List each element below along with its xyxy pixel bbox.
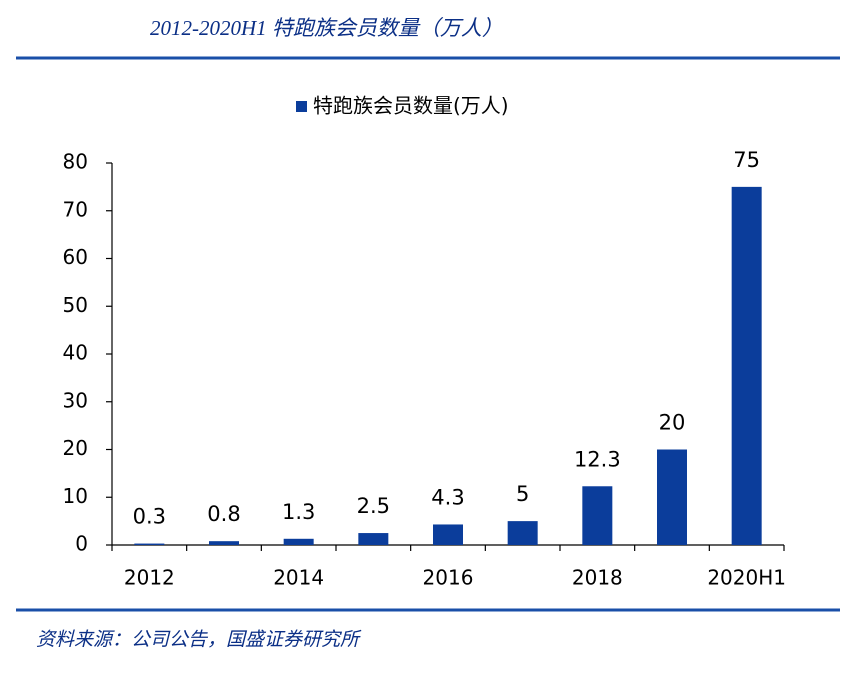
- bar: [358, 533, 389, 545]
- legend-swatch: [296, 101, 307, 112]
- bar: [134, 543, 165, 545]
- x-tick-label: 2012: [124, 566, 175, 590]
- data-label: 75: [733, 148, 760, 172]
- bar: [209, 541, 239, 545]
- bar: [657, 449, 687, 545]
- x-tick-label: 2020H1: [707, 566, 786, 590]
- data-label: 12.3: [574, 447, 621, 471]
- y-tick-label: 20: [63, 436, 88, 460]
- data-label: 20: [659, 411, 686, 435]
- x-tick-label: 2014: [273, 566, 324, 590]
- y-tick-label: 30: [63, 388, 88, 412]
- y-tick-label: 0: [75, 532, 88, 556]
- y-tick-label: 40: [63, 341, 88, 365]
- data-label: 5: [516, 482, 529, 506]
- legend-label: 特跑族会员数量(万人): [313, 94, 509, 118]
- y-tick-label: 80: [63, 150, 88, 174]
- bar: [433, 524, 463, 545]
- x-tick-label: 2018: [572, 566, 623, 590]
- bar: [731, 186, 762, 545]
- data-label: 0.8: [207, 502, 240, 526]
- y-tick-label: 60: [63, 245, 88, 269]
- bar: [582, 486, 613, 545]
- data-label: 2.5: [357, 494, 390, 518]
- x-tick-label: 2016: [423, 566, 474, 590]
- bar: [507, 521, 538, 545]
- y-tick-label: 50: [63, 293, 88, 317]
- y-tick-label: 10: [63, 484, 88, 508]
- data-label: 1.3: [282, 500, 315, 524]
- source-note: 资料来源：公司公告，国盛证券研究所: [36, 628, 362, 650]
- data-label: 4.3: [431, 485, 464, 509]
- chart-title: 2012-2020H1 特跑族会员数量（万人）: [150, 16, 503, 40]
- data-label: 0.3: [133, 505, 166, 529]
- y-tick-label: 70: [63, 197, 88, 221]
- bar: [283, 538, 314, 545]
